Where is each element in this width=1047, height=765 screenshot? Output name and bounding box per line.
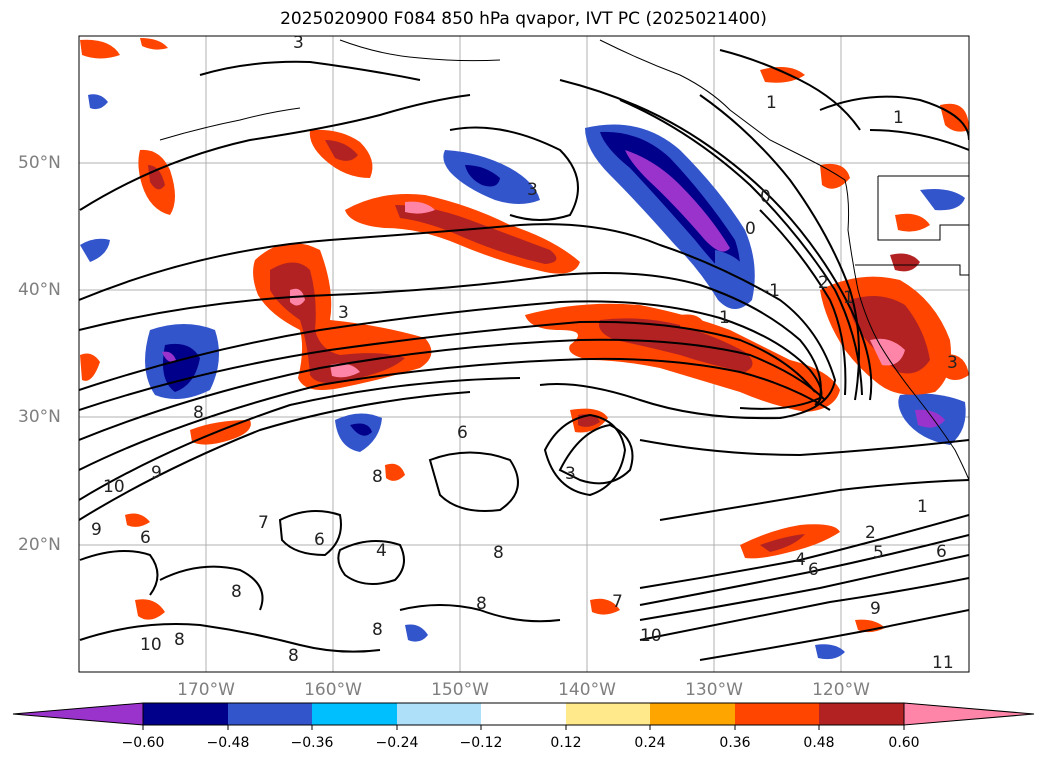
colorbar-segment-1 [143, 703, 228, 725]
lon-label: 150°W [431, 680, 489, 700]
contour-label: 8 [372, 467, 383, 487]
colorbar-tick-label: −0.60 [121, 735, 165, 751]
colorbar-segment-7 [650, 703, 735, 725]
contour-label: 3 [338, 303, 349, 323]
contour-label: 1 [719, 308, 730, 328]
lat-label: 40°N [18, 280, 61, 300]
contour-label: 10 [103, 477, 125, 497]
lon-label: 140°W [558, 680, 616, 700]
contour-label: 11 [932, 653, 954, 673]
contour-label: 8 [372, 620, 383, 640]
colorbar-tick-label: −0.12 [459, 735, 503, 751]
colorbar-segment-2 [228, 703, 312, 725]
colorbar-segment-8 [735, 703, 819, 725]
contour-label: 8 [174, 630, 185, 650]
negative-anomaly-regions [80, 94, 966, 660]
contour-label: 8 [493, 543, 504, 563]
colorbar-outline [142, 702, 905, 726]
contour-label: 10 [640, 626, 662, 646]
contour-label: 7 [258, 513, 269, 533]
contour-label: 8 [476, 594, 487, 614]
colorbar-tick-label: 0.24 [634, 735, 666, 751]
colorbar-segment-3 [312, 703, 397, 725]
colorbar-tick-label: 0.36 [719, 735, 751, 751]
colorbar-ticks [142, 725, 905, 730]
contour-label: 3 [565, 464, 576, 484]
contour-label: 6 [936, 542, 947, 562]
map-title: 2025020900 F084 850 hPa qvapor, IVT PC (… [280, 9, 767, 29]
contour-label: 6 [808, 560, 819, 580]
contour-label: 1 [766, 93, 777, 113]
contour-label: 1 [917, 497, 928, 517]
contour-label: 5 [873, 543, 884, 563]
colorbar-tick-label: 0.12 [550, 735, 582, 751]
lat-label: 30°N [18, 407, 61, 427]
colorbar-tick-label: −0.36 [290, 735, 334, 751]
contour-label: 10 [140, 635, 162, 655]
contour-label: 9 [870, 599, 881, 619]
colorbar-tick-label: 0.60 [888, 735, 920, 751]
lat-label: 50°N [18, 153, 61, 173]
contour-label: 4 [376, 541, 387, 561]
contour-label: 9 [91, 520, 102, 540]
contour-label: 6 [457, 423, 468, 443]
positive-anomaly-regions [80, 38, 969, 633]
lat-label: 20°N [18, 535, 61, 555]
coastlines [159, 39, 969, 481]
contour-label: 3 [527, 180, 538, 200]
colorbar-tick-label: −0.48 [206, 735, 250, 751]
colorbar-tick-label: −0.24 [375, 735, 419, 751]
lon-label: 170°W [177, 680, 235, 700]
colorbar-segment-9 [819, 703, 904, 725]
colorbar-segment-6 [566, 703, 650, 725]
contour-label: 2 [865, 523, 876, 543]
contour-label: 3 [947, 353, 958, 373]
contour-label: 2 [818, 273, 829, 293]
contour-label: 8 [288, 646, 299, 666]
contour-label: 0 [760, 187, 771, 207]
colorbar-segment-4 [397, 703, 481, 725]
contour-label: 0 [745, 219, 756, 239]
contour-label: 4 [795, 550, 806, 570]
lon-label: 130°W [685, 680, 743, 700]
contour-label: 8 [231, 582, 242, 602]
ivt-contours [79, 49, 969, 661]
lon-label: 120°W [812, 680, 870, 700]
colorbar [12, 702, 1035, 730]
colorbar-extend-max [903, 702, 1035, 726]
contour-label: 7 [612, 592, 623, 612]
map-background [79, 36, 969, 672]
colorbar-extend-min [12, 702, 144, 726]
contour-label: 6 [314, 530, 325, 550]
colorbar-segment-5 [481, 703, 566, 725]
contour-label: 9 [151, 463, 162, 483]
contour-label: 1 [843, 288, 854, 308]
colorbar-tick-label: 0.48 [803, 735, 835, 751]
contour-label: 3 [293, 33, 304, 53]
contour-label: 1 [893, 108, 904, 128]
contour-labels: 3 3 0 1 2 -1 3 1 0 1 8 10 9 6 3 8 6 7 6 … [91, 33, 958, 673]
contour-label: 6 [140, 528, 151, 548]
lon-label: 160°W [304, 680, 362, 700]
map-frame [78, 35, 970, 673]
contour-label: 8 [193, 403, 204, 423]
contour-label: -1 [763, 281, 780, 301]
